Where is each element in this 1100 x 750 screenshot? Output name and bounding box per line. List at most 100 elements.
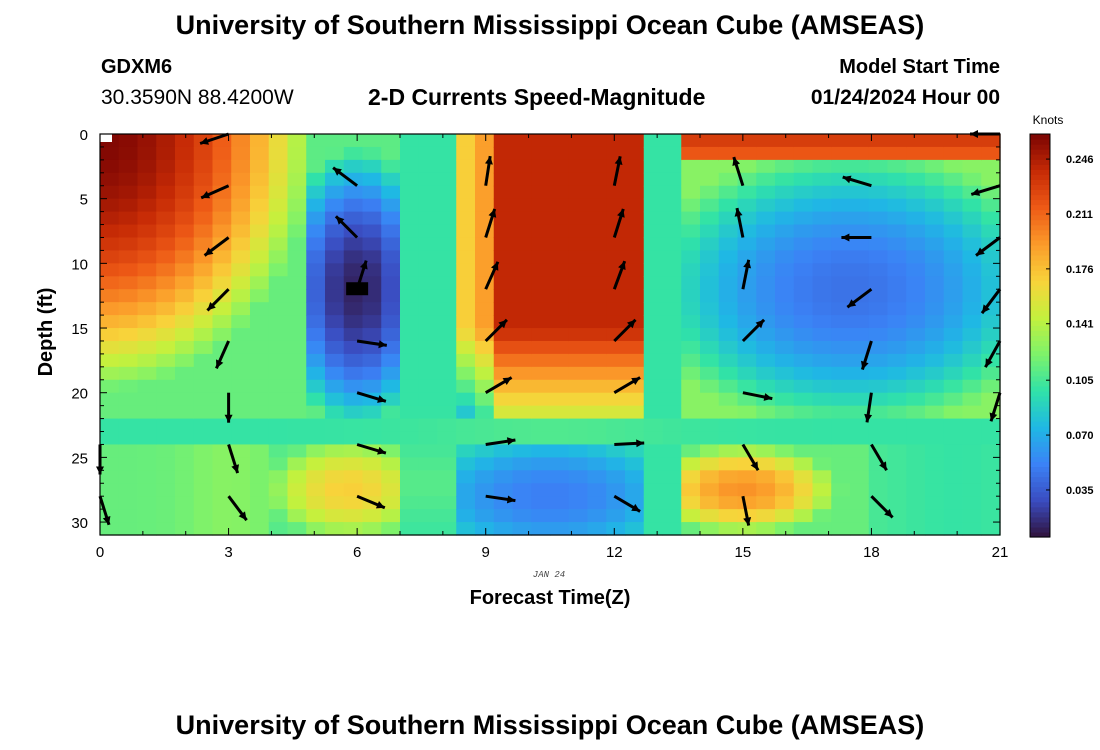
heatmap-cell bbox=[962, 470, 982, 484]
heatmap-cell bbox=[193, 470, 214, 484]
current-vector bbox=[612, 208, 625, 238]
heatmap-cell bbox=[831, 405, 851, 420]
heatmap-cell bbox=[775, 457, 795, 471]
heatmap-cell bbox=[175, 172, 195, 187]
colorbar-segment bbox=[1030, 295, 1050, 301]
heatmap-cell bbox=[625, 134, 645, 148]
heatmap-cell bbox=[287, 509, 307, 523]
heatmap-cell bbox=[812, 198, 832, 213]
heatmap-cell bbox=[587, 405, 607, 420]
heatmap-cell bbox=[193, 457, 214, 471]
heatmap-cell bbox=[343, 315, 364, 329]
heatmap-cell bbox=[100, 315, 120, 329]
heatmap-cell bbox=[662, 159, 682, 174]
heatmap-cell bbox=[475, 250, 495, 264]
heatmap-cell bbox=[962, 340, 982, 355]
heatmap-cell bbox=[700, 289, 720, 303]
heatmap-cell bbox=[250, 250, 270, 264]
heatmap-cell bbox=[700, 159, 720, 174]
heatmap-cell bbox=[925, 211, 945, 226]
heatmap-cell bbox=[493, 444, 514, 458]
heatmap-cell bbox=[868, 172, 889, 187]
heatmap-cell bbox=[868, 146, 889, 161]
heatmap-cell bbox=[868, 470, 889, 484]
current-vector bbox=[332, 166, 359, 187]
heatmap-cell bbox=[568, 315, 589, 329]
heatmap-cell bbox=[193, 483, 214, 497]
heatmap-cell bbox=[156, 431, 176, 446]
heatmap-cell bbox=[943, 353, 964, 368]
heatmap-cell bbox=[137, 340, 157, 355]
x-tick-label: 9 bbox=[482, 544, 490, 561]
heatmap-cell bbox=[306, 418, 326, 433]
heatmap-cell bbox=[850, 509, 870, 523]
heatmap-cell bbox=[306, 444, 326, 458]
heatmap-cell bbox=[137, 379, 157, 394]
heatmap-cell bbox=[831, 418, 851, 433]
heatmap-cell bbox=[643, 263, 664, 277]
heatmap-cell bbox=[812, 496, 832, 510]
heatmap-cell bbox=[662, 522, 682, 536]
heatmap-cell bbox=[137, 405, 157, 420]
heatmap-cell bbox=[343, 431, 364, 446]
heatmap-cell bbox=[568, 483, 589, 497]
heatmap-cell bbox=[981, 250, 1001, 264]
current-vector bbox=[612, 260, 627, 290]
y-tick-label: 30 bbox=[71, 515, 88, 532]
colorbar-segment bbox=[1030, 395, 1050, 402]
heatmap-cell bbox=[493, 134, 514, 148]
heatmap-cell bbox=[456, 315, 476, 329]
heatmap-cell bbox=[737, 522, 757, 536]
heatmap-cell bbox=[981, 496, 1001, 510]
heatmap-cell bbox=[156, 379, 176, 394]
heatmap-cell bbox=[343, 146, 364, 161]
heatmap-cell bbox=[212, 211, 232, 226]
heatmap-cell bbox=[137, 366, 157, 381]
heatmap-cell bbox=[662, 418, 682, 433]
heatmap-cell bbox=[400, 496, 420, 510]
heatmap-cell bbox=[606, 457, 626, 471]
heatmap-cell bbox=[568, 159, 589, 174]
heatmap-cell bbox=[925, 328, 945, 342]
heatmap-cell bbox=[606, 146, 626, 161]
heatmap-cell bbox=[643, 457, 664, 471]
heatmap-cell bbox=[137, 289, 157, 303]
heatmap-cell bbox=[231, 211, 251, 226]
heatmap-cell bbox=[212, 328, 232, 342]
heatmap-cell bbox=[287, 340, 307, 355]
heatmap-cell bbox=[756, 379, 776, 394]
heatmap-cell bbox=[306, 328, 326, 342]
heatmap-cell bbox=[456, 431, 476, 446]
x-tick-label: 12 bbox=[606, 544, 623, 561]
heatmap-cell bbox=[962, 483, 982, 497]
heatmap-cell bbox=[681, 496, 701, 510]
heatmap-cell bbox=[381, 159, 401, 174]
heatmap-cell bbox=[175, 340, 195, 355]
heatmap-cell bbox=[962, 172, 982, 187]
heatmap-cell bbox=[268, 159, 289, 174]
heatmap-cell bbox=[550, 340, 570, 355]
heatmap-cell bbox=[962, 496, 982, 510]
heatmap-cell bbox=[550, 172, 570, 187]
current-vector bbox=[355, 260, 368, 290]
heatmap-cell bbox=[981, 211, 1001, 226]
heatmap-cell bbox=[456, 392, 476, 407]
heatmap-cell bbox=[793, 509, 814, 523]
current-vector bbox=[870, 443, 888, 472]
heatmap-cell bbox=[287, 366, 307, 381]
heatmap-cell bbox=[306, 405, 326, 420]
heatmap-cell bbox=[868, 366, 889, 381]
vector-head bbox=[743, 259, 752, 269]
current-vector bbox=[741, 495, 752, 526]
colorbar-tick-label: 0.246 bbox=[1066, 154, 1094, 166]
heatmap-cell bbox=[868, 237, 889, 252]
heatmap-cell bbox=[137, 509, 157, 523]
heatmap-cell bbox=[700, 315, 720, 329]
heatmap-cell bbox=[250, 328, 270, 342]
vector-head bbox=[491, 261, 499, 271]
heatmap-cell bbox=[287, 237, 307, 252]
heatmap-cell bbox=[718, 211, 739, 226]
heatmap-cell bbox=[906, 392, 926, 407]
heatmap-cell bbox=[700, 302, 720, 316]
heatmap-cell bbox=[325, 198, 345, 213]
